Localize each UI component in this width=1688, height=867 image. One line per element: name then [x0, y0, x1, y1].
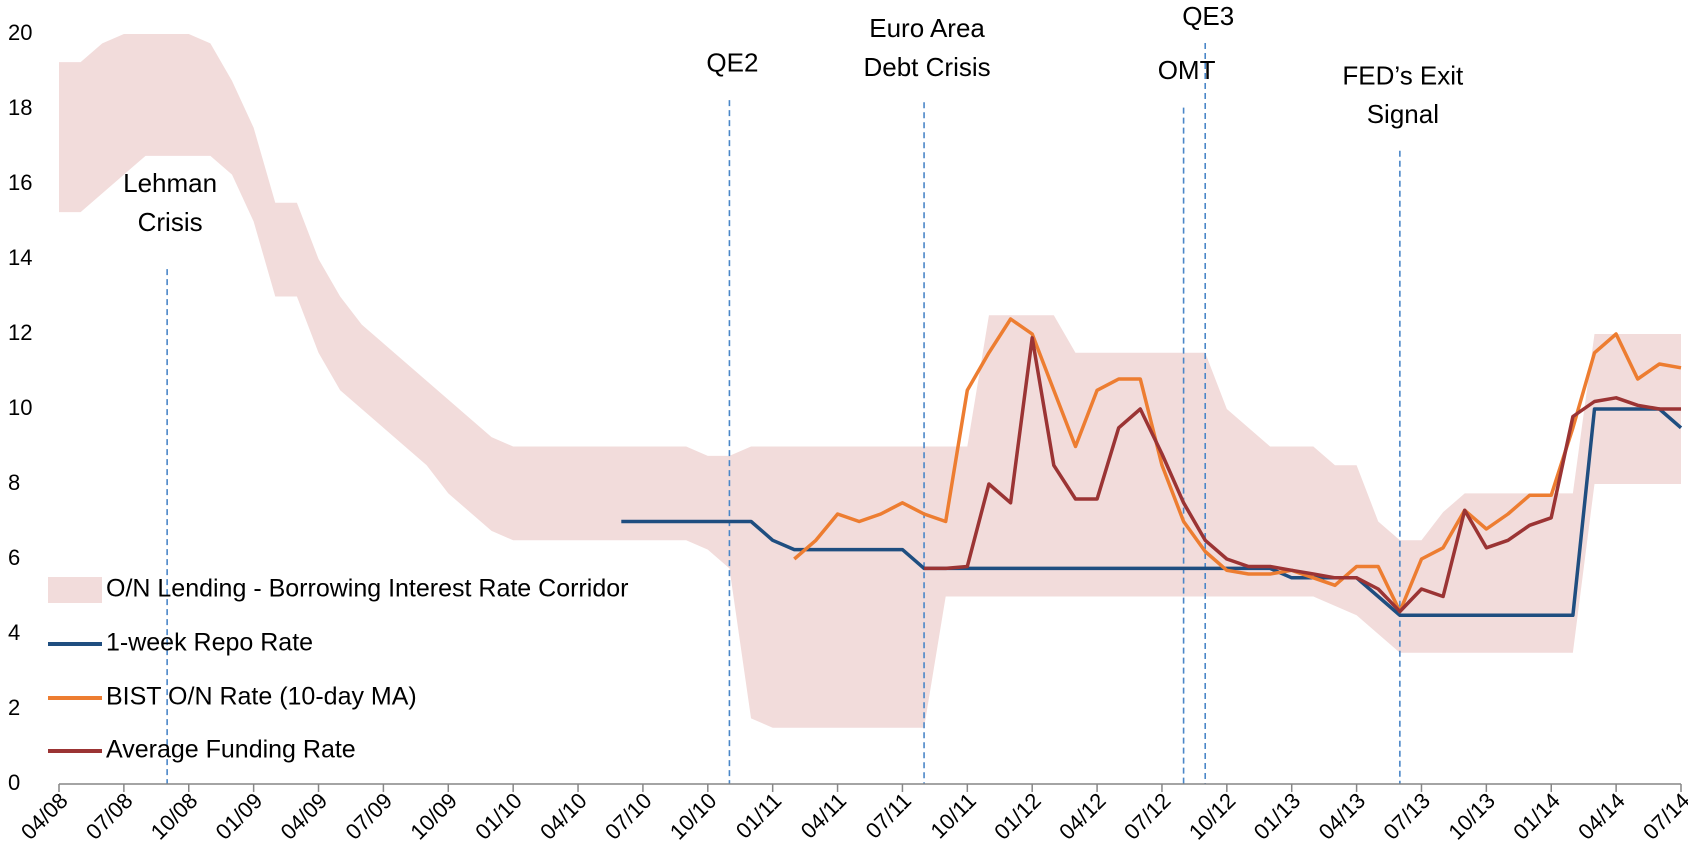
event-label: Signal: [1367, 99, 1439, 129]
event-label: Crisis: [138, 207, 203, 237]
legend-label: Average Funding Rate: [106, 736, 356, 764]
x-tick-label: 04/08: [16, 788, 73, 845]
x-tick-label: 07/13: [1379, 788, 1436, 845]
x-tick-label: 10/10: [665, 788, 722, 845]
x-tick-label: 07/11: [861, 788, 916, 843]
event-label: FED’s Exit: [1342, 60, 1464, 90]
x-tick-label: 01/09: [211, 788, 268, 845]
x-tick-label: 10/13: [1443, 788, 1500, 845]
x-tick-label: 01/13: [1249, 788, 1306, 845]
y-tick-label: 16: [8, 170, 32, 195]
y-tick-label: 20: [8, 20, 32, 45]
event-label: Debt Crisis: [863, 52, 990, 82]
x-tick-label: 01/10: [470, 788, 527, 845]
event-label: QE3: [1182, 1, 1234, 31]
y-tick-label: 12: [8, 320, 32, 345]
y-tick-label: 14: [8, 245, 32, 270]
x-tick-label: 04/10: [535, 788, 592, 845]
corridor-band: [59, 34, 1681, 728]
x-tick-label: 04/09: [276, 788, 333, 845]
x-tick-label: 01/14: [1508, 788, 1565, 845]
event-label: Euro Area: [869, 13, 985, 43]
legend-swatch: [48, 577, 102, 603]
x-tick-label: 07/12: [1119, 788, 1176, 845]
x-tick-label: 01/12: [989, 788, 1046, 845]
x-tick-label: 10/11: [926, 788, 981, 843]
x-tick-label: 07/08: [81, 788, 138, 845]
series-line: [793, 317, 1682, 614]
x-tick-label: 10/09: [405, 788, 462, 845]
x-tick-label: 07/09: [340, 788, 397, 845]
x-tick-label: 04/12: [1054, 788, 1111, 845]
x-tick-label: 07/14: [1638, 788, 1688, 845]
x-tick-label: 04/11: [796, 788, 851, 843]
event-label: OMT: [1158, 55, 1216, 85]
x-tick-label: 07/10: [600, 788, 657, 845]
y-tick-label: 10: [8, 395, 32, 420]
y-tick-label: 2: [8, 695, 20, 720]
event-label: Lehman: [123, 168, 217, 198]
legend-label: BIST O/N Rate (10-day MA): [106, 683, 417, 711]
event-label: QE2: [706, 47, 758, 77]
x-tick-label: 04/14: [1573, 788, 1630, 845]
x-tick-label: 01/11: [731, 788, 786, 843]
series-line: [621, 407, 1683, 618]
x-tick-label: 10/12: [1184, 788, 1241, 845]
y-tick-label: 0: [8, 770, 20, 795]
legend-label: O/N Lending - Borrowing Interest Rate Co…: [106, 575, 628, 603]
series-line: [924, 336, 1681, 614]
y-tick-label: 4: [8, 620, 20, 645]
y-tick-label: 18: [8, 95, 32, 120]
x-tick-label: 10/08: [146, 788, 203, 845]
y-tick-label: 6: [8, 545, 20, 570]
y-tick-label: 8: [8, 470, 20, 495]
x-tick-label: 04/13: [1314, 788, 1371, 845]
legend-label: 1-week Repo Rate: [106, 629, 313, 657]
